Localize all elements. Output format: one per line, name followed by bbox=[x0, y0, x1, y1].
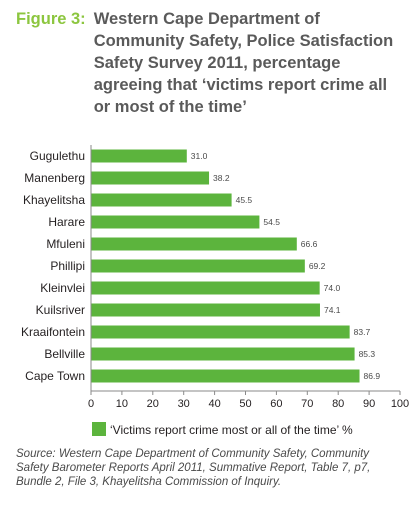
category-label: Mfuleni bbox=[46, 237, 85, 251]
legend-label: ‘Victims report crime most or all of the… bbox=[110, 423, 353, 437]
value-label: 38.2 bbox=[213, 173, 230, 183]
legend-swatch bbox=[92, 422, 106, 436]
value-label: 54.5 bbox=[263, 217, 280, 227]
bar bbox=[91, 281, 320, 295]
category-label: Bellville bbox=[44, 347, 85, 361]
x-tick-label: 0 bbox=[88, 398, 94, 410]
figure-title: Figure 3: Western Cape Department of Com… bbox=[16, 8, 408, 118]
category-label: Manenberg bbox=[24, 171, 85, 185]
bar bbox=[91, 149, 187, 163]
bar bbox=[91, 215, 260, 229]
category-label: Phillipi bbox=[50, 259, 85, 273]
figure-label: Figure 3: bbox=[16, 10, 86, 28]
value-label: 31.0 bbox=[191, 151, 208, 161]
bar bbox=[91, 303, 320, 317]
category-label: Gugulethu bbox=[30, 149, 85, 163]
x-tick-label: 100 bbox=[391, 398, 409, 410]
bar bbox=[91, 325, 350, 339]
value-label: 66.6 bbox=[301, 239, 318, 249]
x-tick-label: 80 bbox=[332, 398, 344, 410]
bar bbox=[91, 193, 232, 207]
bar bbox=[91, 259, 305, 273]
category-label: Harare bbox=[48, 215, 85, 229]
category-label: Khayelitsha bbox=[23, 193, 85, 207]
category-label: Kleinvlei bbox=[40, 281, 85, 295]
bar bbox=[91, 369, 360, 383]
bar bbox=[91, 237, 297, 251]
value-label: 74.0 bbox=[324, 283, 341, 293]
value-label: 86.9 bbox=[364, 371, 381, 381]
source-note: Source: Western Cape Department of Commu… bbox=[16, 448, 371, 488]
x-tick-label: 90 bbox=[363, 398, 375, 410]
value-label: 69.2 bbox=[309, 261, 326, 271]
bar bbox=[91, 347, 355, 361]
x-tick-label: 70 bbox=[301, 398, 313, 410]
bar bbox=[91, 171, 210, 185]
category-label: Cape Town bbox=[25, 369, 85, 383]
bar-chart: Gugulethu 31.0 Manenberg 38.2 Khayelitsha 45.… bbox=[21, 145, 409, 437]
x-tick-label: 60 bbox=[270, 398, 282, 410]
category-label: Kuilsriver bbox=[36, 303, 85, 317]
value-label: 45.5 bbox=[236, 195, 253, 205]
x-tick-label: 50 bbox=[239, 398, 251, 410]
x-tick-label: 40 bbox=[208, 398, 220, 410]
x-tick-label: 30 bbox=[178, 398, 190, 410]
value-label: 83.7 bbox=[354, 327, 371, 337]
x-tick-label: 10 bbox=[116, 398, 128, 410]
value-label: 74.1 bbox=[324, 305, 341, 315]
category-label: Kraaifontein bbox=[21, 325, 85, 339]
figure-title-text: Western Cape Department of Community Saf… bbox=[93, 10, 394, 116]
value-label: 85.3 bbox=[359, 349, 376, 359]
x-tick-label: 20 bbox=[147, 398, 159, 410]
